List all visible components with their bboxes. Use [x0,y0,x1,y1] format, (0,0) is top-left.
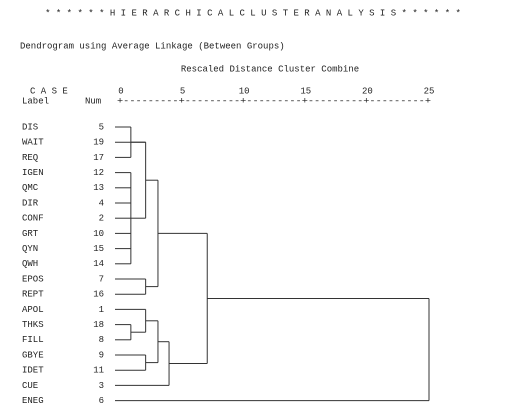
num-header: Num [85,96,101,106]
case-num: 10 [93,229,104,239]
case-num: 7 [99,274,104,284]
label-header: Label [22,96,49,106]
case-label: REQ [22,153,38,163]
case-num: 5 [99,122,104,132]
x-tick-label: 25 [424,86,435,96]
case-num: 15 [93,244,104,254]
case-header: C A S E [30,86,68,96]
case-num: 8 [99,335,104,345]
case-label: ENEG [22,396,44,406]
case-num: 6 [99,396,104,406]
case-label: FILL [22,335,44,345]
case-num: 17 [93,153,104,163]
case-num: 2 [99,214,104,224]
case-label: EPOS [22,274,44,284]
case-num: 11 [93,366,104,376]
case-label: DIS [22,122,38,132]
x-tick-label: 15 [300,86,311,96]
case-num: 12 [93,168,104,178]
case-label: THKS [22,320,44,330]
case-num: 3 [99,381,104,391]
case-num: 19 [93,138,104,148]
case-label: IGEN [22,168,44,178]
x-tick-label: 5 [180,86,185,96]
case-num: 13 [93,183,104,193]
case-num: 18 [93,320,104,330]
case-label: REPT [22,290,44,300]
case-label: QYN [22,244,38,254]
x-axis-label: Rescaled Distance Cluster Combine [181,64,359,74]
x-tick-label: 10 [239,86,250,96]
case-label: GBYE [22,350,44,360]
case-label: DIR [22,198,39,208]
subtitle: Dendrogram using Average Linkage (Betwee… [20,41,285,51]
case-label: GRT [22,229,39,239]
case-label: IDET [22,366,44,376]
case-label: APOL [22,305,44,315]
case-label: QMC [22,183,39,193]
case-num: 16 [93,290,104,300]
case-num: 9 [99,350,104,360]
x-tick-label: 20 [362,86,373,96]
title: * * * * * * H I E R A R C H I C A L C L … [45,8,461,18]
case-num: 14 [93,259,104,269]
case-label: CUE [22,381,38,391]
case-label: CONF [22,214,44,224]
case-label: WAIT [22,138,44,148]
case-num: 1 [99,305,104,315]
case-num: 4 [99,198,104,208]
ruler: +---------+---------+---------+---------… [117,96,431,106]
case-label: QWH [22,259,38,269]
x-tick-label: 0 [118,86,123,96]
